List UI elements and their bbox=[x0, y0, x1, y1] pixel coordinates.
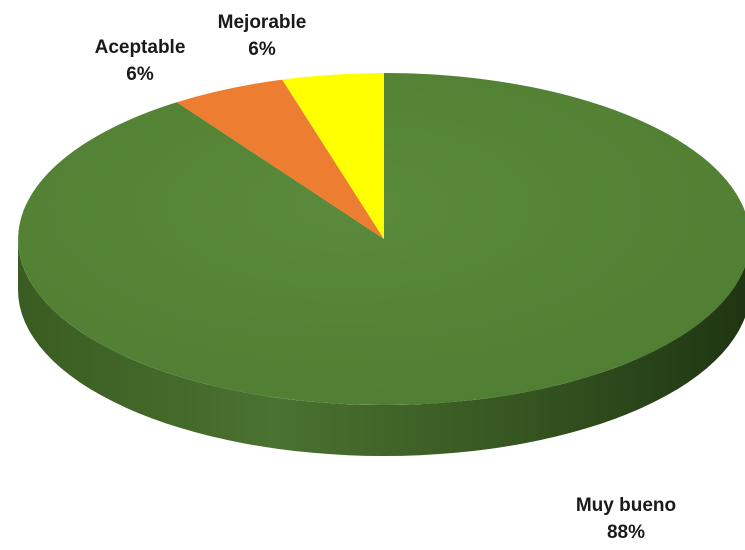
label-muy-bueno-name: Muy bueno bbox=[576, 495, 676, 516]
label-mejorable-percent: 6% bbox=[248, 39, 276, 60]
pie-slices bbox=[18, 73, 745, 405]
label-mejorable-name: Mejorable bbox=[218, 12, 307, 33]
slice-muy-bueno bbox=[18, 73, 745, 405]
label-aceptable-name: Aceptable bbox=[95, 37, 186, 58]
slice-aceptable bbox=[282, 73, 384, 239]
pie-data-labels: Muy bueno 88% Mejorable 6% Aceptable 6% bbox=[95, 12, 677, 543]
slice-mejorable bbox=[176, 79, 384, 239]
pie-side-wall bbox=[18, 239, 745, 456]
label-aceptable-percent: 6% bbox=[126, 64, 154, 85]
label-muy-bueno-percent: 88% bbox=[607, 522, 645, 543]
